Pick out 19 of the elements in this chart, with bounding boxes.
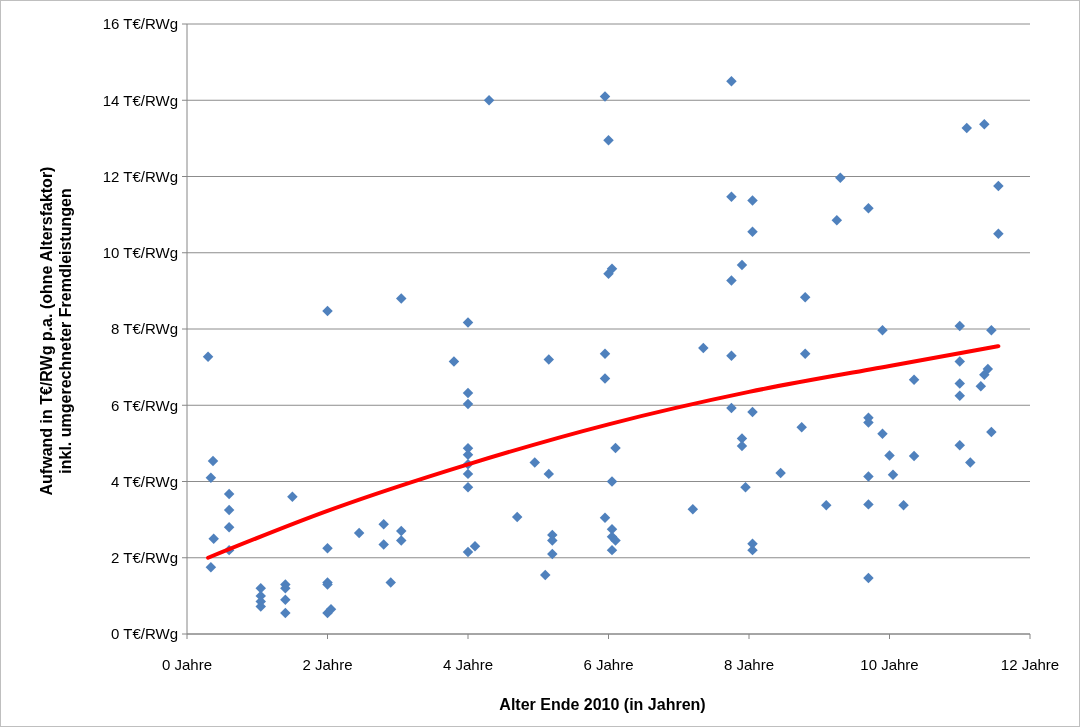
x-tick-label: 4 Jahre [442,656,494,673]
x-axis-title: Alter Ende 2010 (in Jahren) [499,696,706,713]
x-tick-label: 6 Jahre [583,656,634,673]
y-tick-label: 6 T€/RWg [111,396,178,414]
y-tick-label: 0 T€/RWg [111,625,178,643]
y-tick-label: 8 T€/RWg [111,320,178,338]
x-tick-label: 8 Jahre [723,656,775,673]
y-axis-title: Aufwand in T€/RWg p.a. (ohne Altersfaktor) inkl. umgerechneter Fremdleistungen [38,166,74,496]
y-tick-label: 10 T€/RWg [102,244,178,261]
y-tick-label: 4 T€/RWg [111,472,178,490]
y-tick-label: 12 T€/RWg [102,167,178,185]
y-tick-label: 16 T€/RWg [102,15,178,33]
x-tick-label: 0 Jahre [161,656,213,673]
y-tick-label: 2 T€/RWg [111,549,178,566]
x-tick-label: 10 Jahre [860,656,919,673]
x-tick-label: 2 Jahre [302,656,353,673]
y-tick-label: 14 T€/RWg [102,91,178,109]
line-series [206,344,1001,560]
x-tick-label: 12 Jahre [1000,656,1060,673]
